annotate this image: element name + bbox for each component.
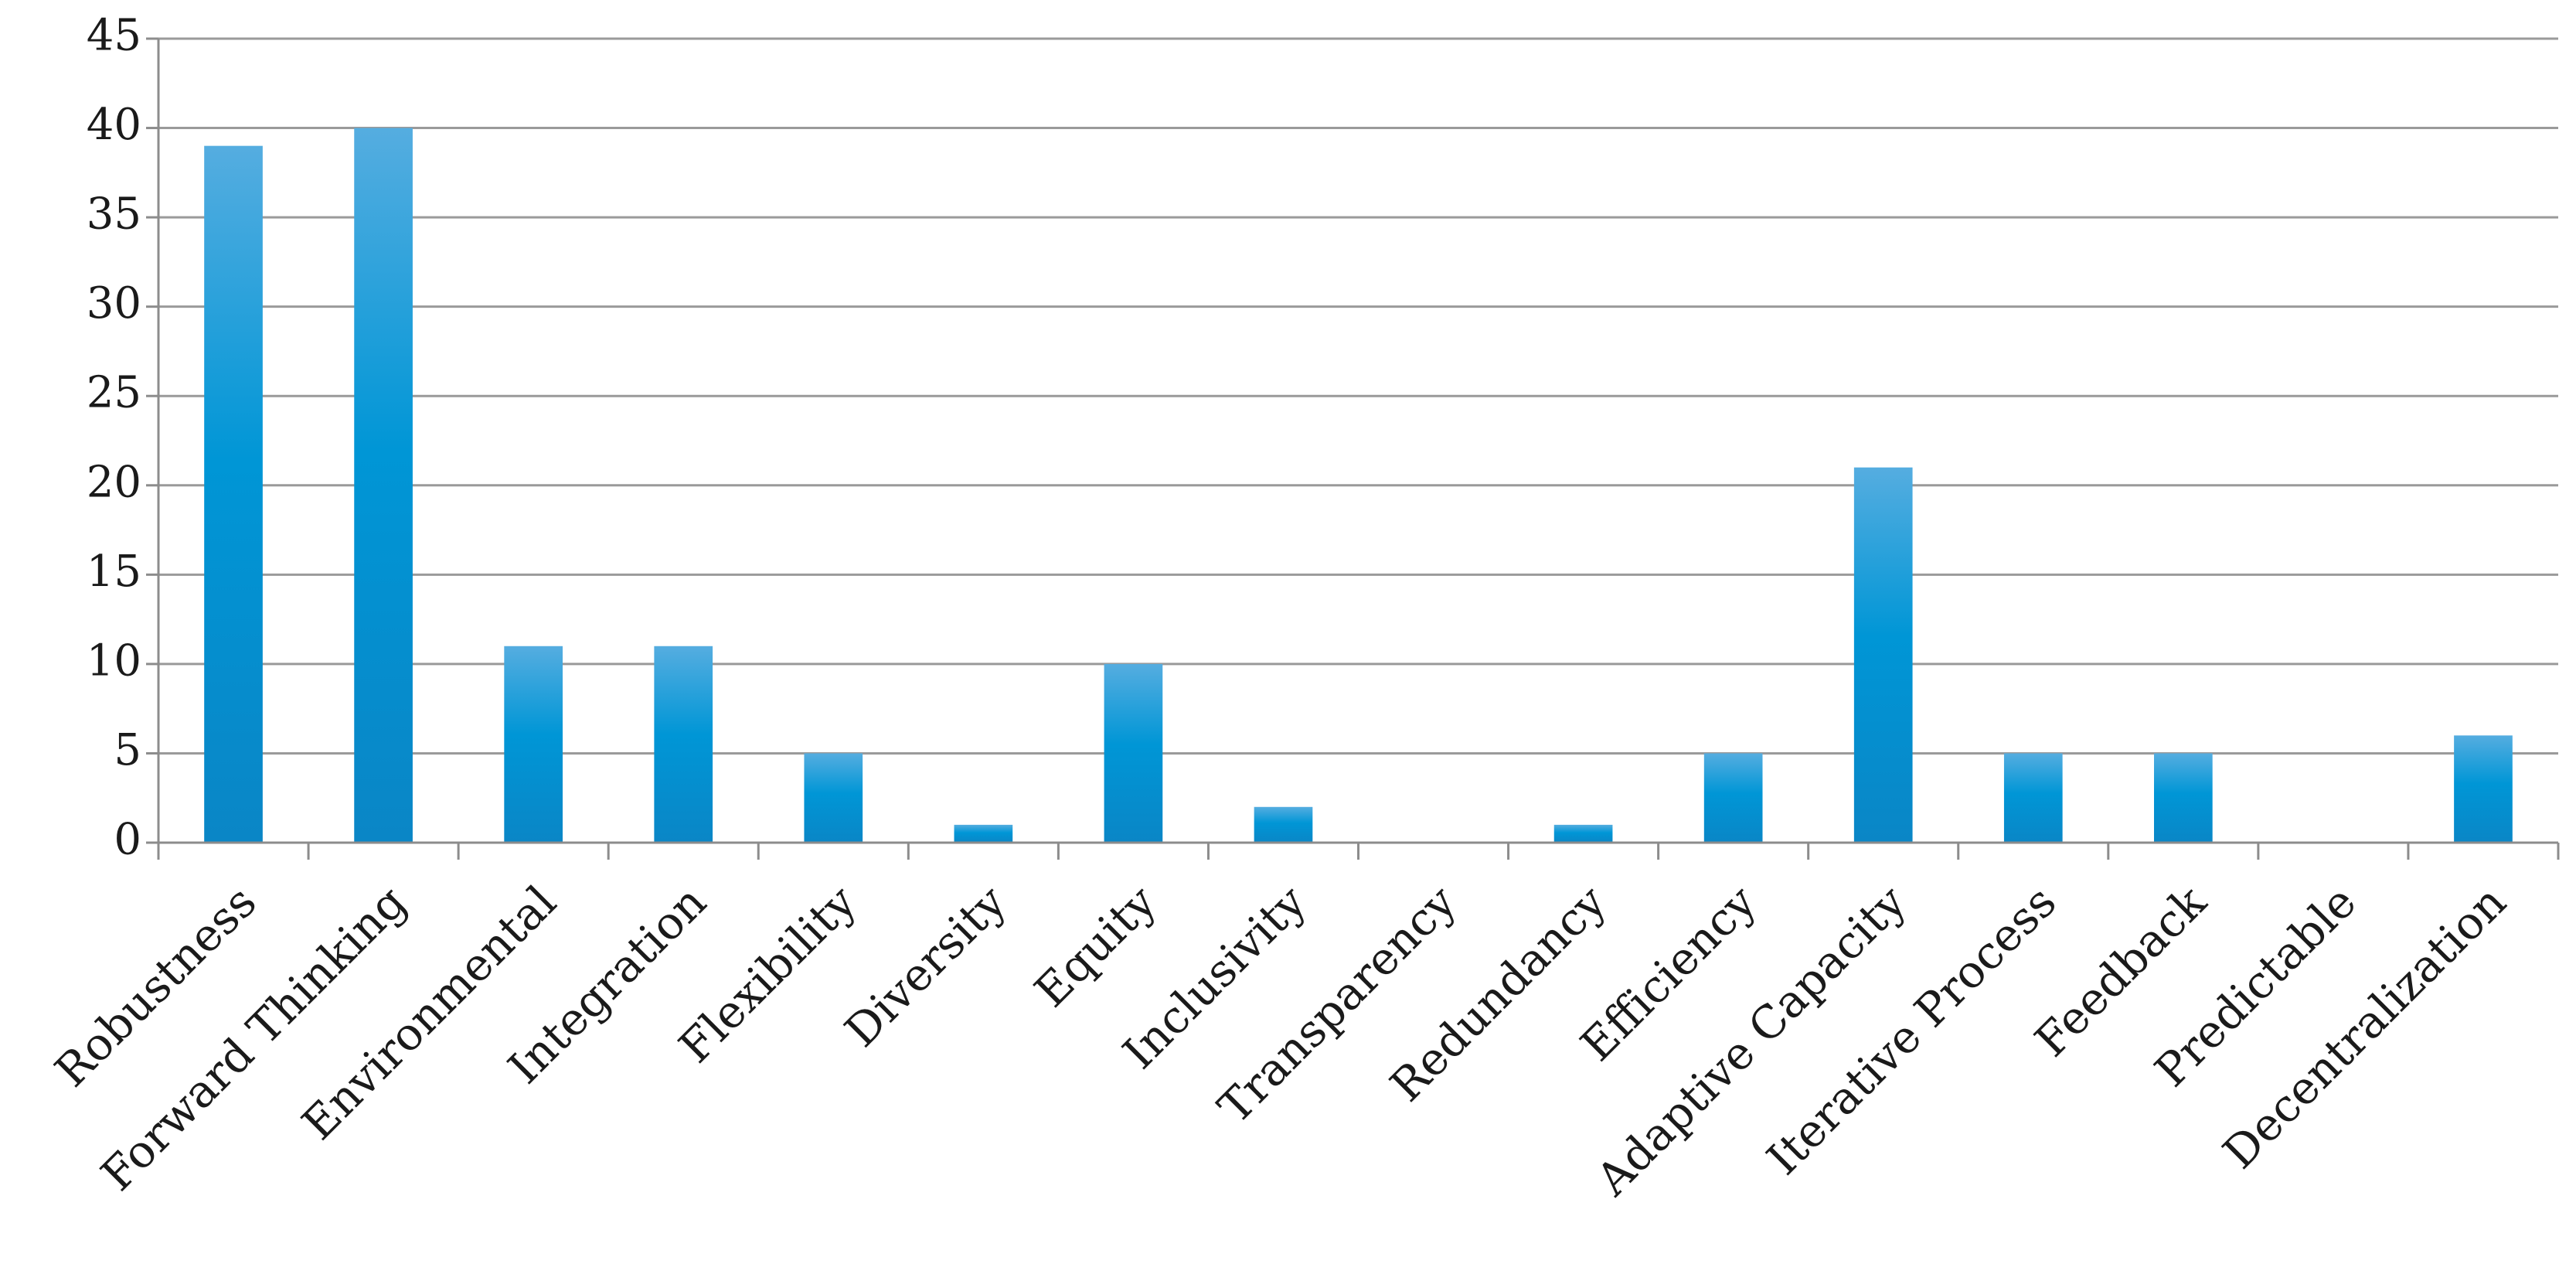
bar-iterative-process [2003, 753, 2063, 843]
bar-efficiency [1703, 753, 1763, 843]
x-category-label: Decentralization [2213, 875, 2516, 1178]
y-tick-label: 30 [87, 278, 141, 329]
y-tick-label: 5 [114, 725, 141, 775]
y-tick-label: 15 [87, 547, 141, 597]
bar-redundancy [1553, 824, 1613, 843]
bar-feedback [2154, 753, 2213, 843]
bar-flexibility [804, 753, 863, 843]
y-tick-label: 25 [87, 368, 141, 418]
bar-inclusivity [1254, 806, 1313, 843]
x-category-label: Diversity [835, 875, 1016, 1057]
x-category-label: Environmental [292, 875, 567, 1150]
bar-robustness [204, 145, 263, 843]
bar-integration [654, 646, 713, 843]
x-category-label: Iterative Process [1757, 875, 2066, 1184]
axes [146, 37, 2560, 860]
y-tick-label: 35 [87, 189, 141, 240]
bar-diversity [954, 824, 1013, 843]
y-tick-label: 0 [114, 815, 141, 865]
y-tick-label: 45 [87, 11, 141, 61]
y-tick-label: 10 [87, 635, 141, 686]
bar-forward-thinking [354, 128, 413, 843]
bar-environmental [504, 646, 563, 843]
y-tick-label: 40 [87, 100, 141, 150]
bar-decentralization [2454, 735, 2513, 843]
bars [204, 128, 2513, 843]
y-tick-label: 20 [87, 457, 141, 507]
bar-equity [1104, 663, 1163, 843]
y-axis-tick-labels: 0 5 10 15 20 25 30 35 40 45 [87, 11, 141, 865]
x-category-label: Equity [1024, 875, 1166, 1017]
bar-adaptive-capacity [1853, 467, 1913, 843]
